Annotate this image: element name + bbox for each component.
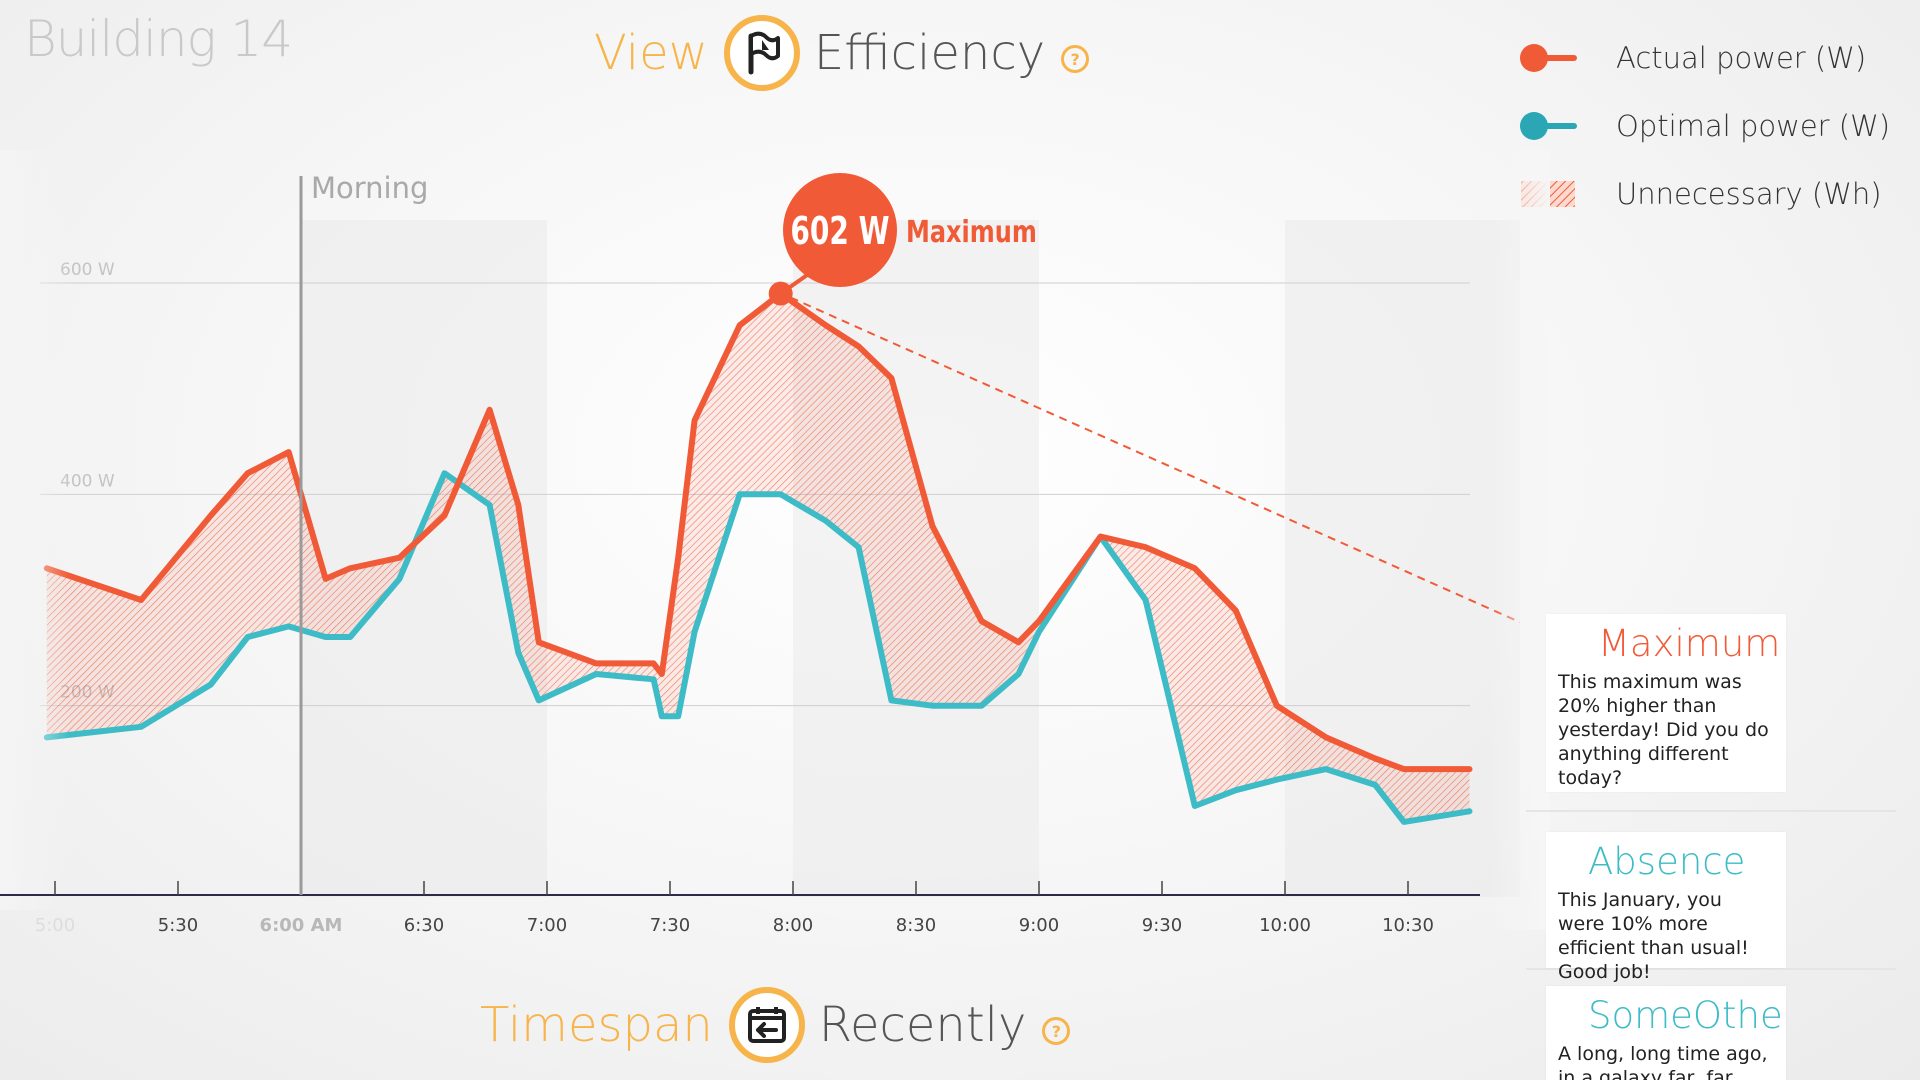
timespan-selector[interactable]: Timespan Recently ?: [480, 980, 1071, 1070]
x-tick-label: 9:30: [1142, 915, 1182, 936]
legend-unnecessary[interactable]: Unnecessary (Wh): [1518, 160, 1890, 228]
actual-power-line: [43, 290, 1473, 773]
insight-card-other[interactable]: SomeOtherC A long, long time ago, in a g…: [1546, 986, 1786, 1080]
x-tick-label: 6:30: [404, 915, 444, 936]
insight-title: SomeOtherC: [1588, 994, 1786, 1037]
chart-legend: Actual power (W) Optimal power (W) Unnec…: [1518, 24, 1890, 228]
view-help-icon[interactable]: ?: [1061, 45, 1090, 73]
timespan-selector-key: Timespan: [480, 997, 713, 1053]
building-title: Building 14: [24, 10, 293, 68]
x-tick-label: 8:00: [773, 915, 813, 936]
timespan-selector-button[interactable]: [728, 987, 805, 1063]
legend-label: Optimal power (W): [1616, 109, 1891, 143]
maximum-value-label: 602 W: [790, 210, 889, 254]
x-tick-label: 6:00 AM: [260, 915, 343, 936]
view-selector-button[interactable]: [723, 15, 800, 91]
x-tick-label: 7:00: [527, 915, 567, 936]
x-tick-label: 7:30: [650, 915, 690, 936]
timespan-selector-value: Recently: [818, 997, 1027, 1053]
maximum-label: Maximum: [906, 215, 1037, 249]
insight-card-absence[interactable]: Absence This January, you were 10% more …: [1546, 832, 1786, 983]
insight-title: Absence: [1588, 840, 1746, 883]
optimal-power-swatch-icon: [1518, 109, 1578, 143]
maximum-card-leader: [790, 296, 1520, 624]
view-selector[interactable]: View Efficiency ?: [594, 8, 1090, 98]
unnecessary-area: [46, 293, 1470, 822]
y-tick-label: 400 W: [60, 471, 115, 491]
insight-title: Maximum: [1598, 622, 1781, 665]
flag-icon: [748, 31, 780, 75]
morning-label: Morning: [311, 171, 428, 205]
insight-card-maximum[interactable]: Maximum This maximum was 20% higher than…: [1546, 614, 1786, 792]
actual-power-swatch-icon: [1518, 41, 1578, 75]
x-tick-label: 8:30: [896, 915, 936, 936]
maximum-bubble: [783, 173, 897, 287]
x-tick-label: 5:30: [158, 915, 198, 936]
card-divider: [1526, 968, 1896, 970]
timespan-help-icon[interactable]: ?: [1042, 1017, 1071, 1045]
x-tick-label: 5:00: [35, 915, 75, 936]
unnecessary-hatch-swatch-icon: [1518, 177, 1578, 211]
y-tick-label: 600 W: [60, 260, 115, 280]
legend-label: Actual power (W): [1616, 41, 1867, 75]
legend-actual-power[interactable]: Actual power (W): [1518, 24, 1890, 92]
legend-optimal-power[interactable]: Optimal power (W): [1518, 92, 1890, 160]
x-tick-label: 9:00: [1019, 915, 1059, 936]
legend-label: Unnecessary (Wh): [1616, 177, 1882, 211]
card-divider: [1526, 810, 1896, 812]
calendar-back-icon: [747, 1007, 786, 1043]
x-tick-label: 10:00: [1259, 915, 1311, 936]
insight-text: A long, long time ago, in a galaxy far, …: [1558, 1043, 1768, 1080]
maximum-point: [768, 281, 793, 306]
insight-text: This January, you were 10% more efficien…: [1558, 889, 1749, 983]
view-selector-key: View: [594, 25, 708, 81]
x-tick-label: 10:30: [1382, 915, 1434, 936]
view-selector-value: Efficiency: [813, 25, 1046, 81]
optimal-power-line: [43, 470, 1473, 825]
insight-text: This maximum was 20% higher than yesterd…: [1558, 671, 1769, 789]
